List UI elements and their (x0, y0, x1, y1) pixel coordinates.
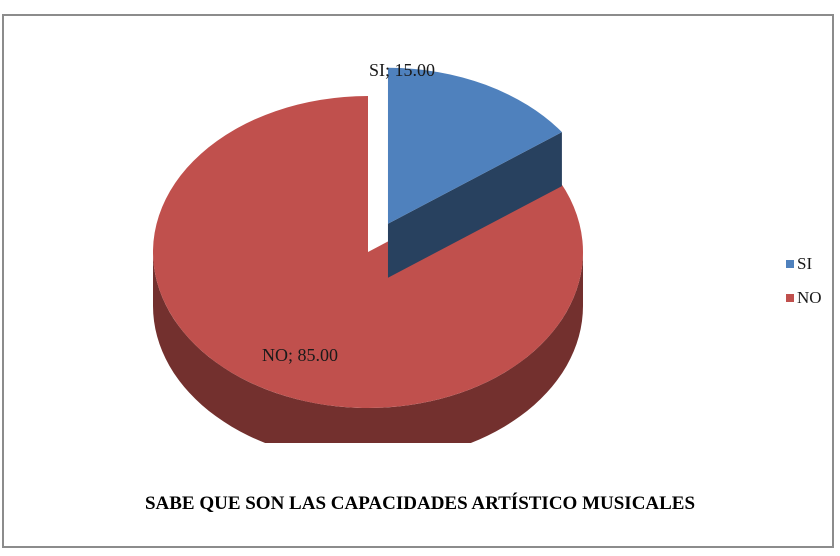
legend-label-si: SI (797, 254, 813, 273)
data-label-si: SI; 15.00 (369, 60, 435, 80)
legend-swatch-si (786, 260, 794, 268)
pie-slice-si (387, 67, 562, 224)
legend-swatch-no (786, 294, 794, 302)
legend: SI NO (786, 254, 822, 322)
legend-label-no: NO (797, 288, 822, 307)
pie-side-no (153, 252, 583, 443)
pie-wall-si (387, 132, 562, 278)
legend-item-no: NO (786, 288, 822, 308)
pie-slice-no (153, 96, 583, 408)
legend-item-si: SI (786, 254, 822, 274)
chart-title: SABE QUE SON LAS CAPACIDADES ARTÍSTICO M… (144, 493, 696, 514)
data-label-no: NO; 85.00 (262, 345, 338, 365)
